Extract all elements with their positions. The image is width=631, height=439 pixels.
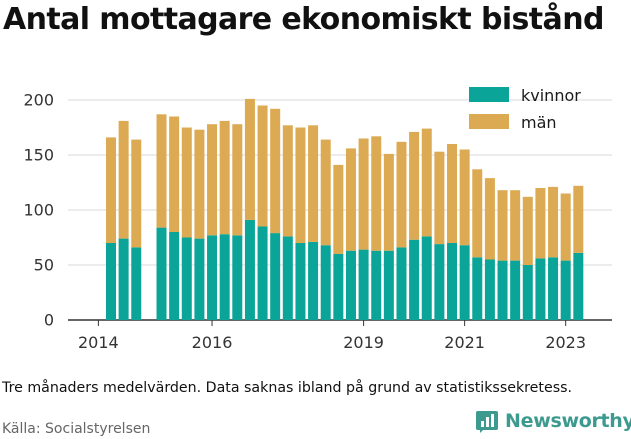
bar-man	[459, 149, 470, 246]
y-tick-label: 150	[23, 146, 54, 165]
bar-kvinnor	[131, 247, 142, 320]
bar-kvinnor	[459, 245, 470, 320]
bar-man	[371, 136, 382, 251]
chart-note: Tre månaders medelvärden. Data saknas ib…	[2, 380, 572, 396]
y-tick-label: 0	[44, 311, 54, 330]
bar-kvinnor	[510, 260, 521, 320]
bar-kvinnor	[194, 238, 205, 320]
bar-man	[181, 127, 192, 238]
bar-kvinnor	[257, 226, 268, 320]
bar-kvinnor	[383, 250, 394, 320]
bar-kvinnor	[244, 219, 255, 320]
bar-kvinnor	[560, 260, 571, 320]
y-tick-label: 100	[23, 201, 54, 220]
bar-man	[497, 190, 508, 261]
bar-man	[219, 120, 230, 235]
bar-kvinnor	[169, 232, 180, 320]
bar-man	[244, 98, 255, 220]
bar-kvinnor	[156, 227, 167, 320]
bar-kvinnor	[484, 259, 495, 320]
bar-man	[548, 186, 559, 258]
bar-kvinnor	[573, 252, 584, 320]
bar-man	[207, 124, 218, 236]
bar-man	[522, 196, 533, 265]
bar-kvinnor	[421, 236, 432, 320]
legend-swatch-man	[469, 114, 509, 129]
bar-kvinnor	[270, 233, 281, 320]
bar-man	[282, 125, 293, 237]
bar-man	[396, 141, 407, 248]
bar-man	[383, 153, 394, 251]
bar-kvinnor	[535, 258, 546, 320]
bar-man	[535, 188, 546, 259]
bar-man	[358, 138, 369, 250]
bar-kvinnor	[106, 243, 116, 320]
bar-man	[106, 137, 116, 243]
x-tick-label: 2016	[192, 333, 233, 352]
bar-kvinnor	[522, 265, 533, 320]
bar-man	[472, 169, 483, 258]
newsworthy-bars-icon	[476, 411, 498, 433]
bar-kvinnor	[207, 235, 218, 320]
bar-man	[131, 139, 142, 248]
bar-kvinnor	[295, 243, 306, 320]
bar-man	[421, 128, 432, 237]
x-axis: 2014 2016 2019 2021 2023	[78, 320, 586, 352]
newsworthy-logo[interactable]: Newsworthy	[476, 409, 631, 433]
bar-man	[484, 178, 495, 260]
bar-man	[257, 105, 268, 227]
chart-title: Antal mottagare ekonomiskt bistånd	[3, 2, 604, 37]
bar-kvinnor	[118, 238, 129, 320]
x-tick-label: 2023	[545, 333, 586, 352]
legend-label-man: män	[521, 113, 557, 132]
bar-kvinnor	[371, 250, 382, 320]
bar-kvinnor	[358, 249, 369, 320]
bar-man	[118, 120, 129, 239]
bar-kvinnor	[345, 250, 356, 320]
y-tick-label: 50	[34, 256, 54, 275]
bar-kvinnor	[497, 260, 508, 320]
bar-kvinnor	[181, 237, 192, 320]
bar-man	[434, 151, 445, 245]
bar-kvinnor	[396, 247, 407, 320]
bar-man	[295, 127, 306, 243]
bar-man	[333, 164, 344, 254]
legend-swatch-kvinnor	[469, 87, 509, 102]
legend-label-kvinnor: kvinnor	[521, 86, 581, 105]
bar-kvinnor	[548, 257, 559, 320]
x-tick-label: 2019	[343, 333, 384, 352]
x-tick-label: 2014	[78, 333, 119, 352]
bar-man	[308, 125, 319, 242]
bar-man	[409, 131, 420, 240]
bar-man	[232, 124, 243, 236]
bar-man	[194, 129, 205, 239]
y-tick-label: 200	[23, 91, 54, 110]
legend: kvinnor män	[469, 86, 581, 132]
bar-kvinnor	[232, 235, 243, 320]
bar-man	[510, 190, 521, 261]
bar-kvinnor	[282, 236, 293, 320]
bar-kvinnor	[447, 243, 458, 320]
source-label: Källa: Socialstyrelsen	[2, 421, 151, 437]
bar-kvinnor	[472, 257, 483, 320]
bar-man	[345, 148, 356, 251]
bar-kvinnor	[333, 254, 344, 320]
bar-kvinnor	[409, 239, 420, 320]
bar-man	[447, 144, 458, 243]
bar-man	[270, 108, 281, 234]
bar-kvinnor	[219, 234, 230, 320]
y-axis: 0 50 100 150 200	[23, 91, 54, 330]
bar-man	[156, 114, 167, 228]
bar-chart: 0 50 100 150 200 2014 2016 2019 2021 2023 kvinno…	[23, 86, 612, 352]
x-tick-label: 2021	[444, 333, 485, 352]
brand-name: Newsworthy	[505, 410, 631, 432]
bar-man	[320, 139, 331, 246]
bar-man	[169, 116, 180, 232]
bars	[106, 98, 584, 320]
bar-kvinnor	[320, 245, 331, 320]
bar-man	[560, 193, 571, 261]
bar-kvinnor	[308, 241, 319, 320]
bar-kvinnor	[434, 244, 445, 320]
bar-man	[573, 185, 584, 253]
